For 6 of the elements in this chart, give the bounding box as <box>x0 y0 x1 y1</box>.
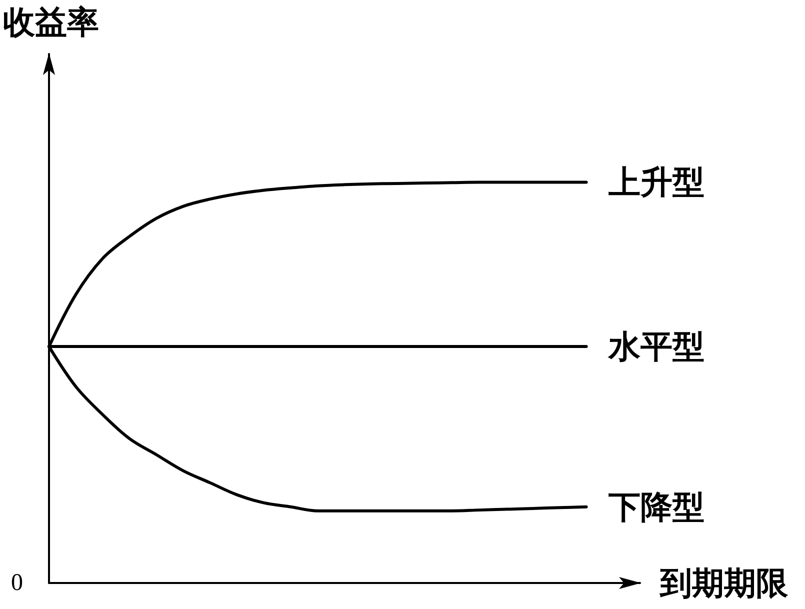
series-label: 水平型 <box>607 328 704 366</box>
x-axis-title: 到期期限 <box>659 564 789 602</box>
y-axis-title: 收益率 <box>3 3 99 41</box>
series-label: 上升型 <box>607 163 704 202</box>
series-label: 下降型 <box>607 488 704 526</box>
text: 0 <box>11 570 23 596</box>
